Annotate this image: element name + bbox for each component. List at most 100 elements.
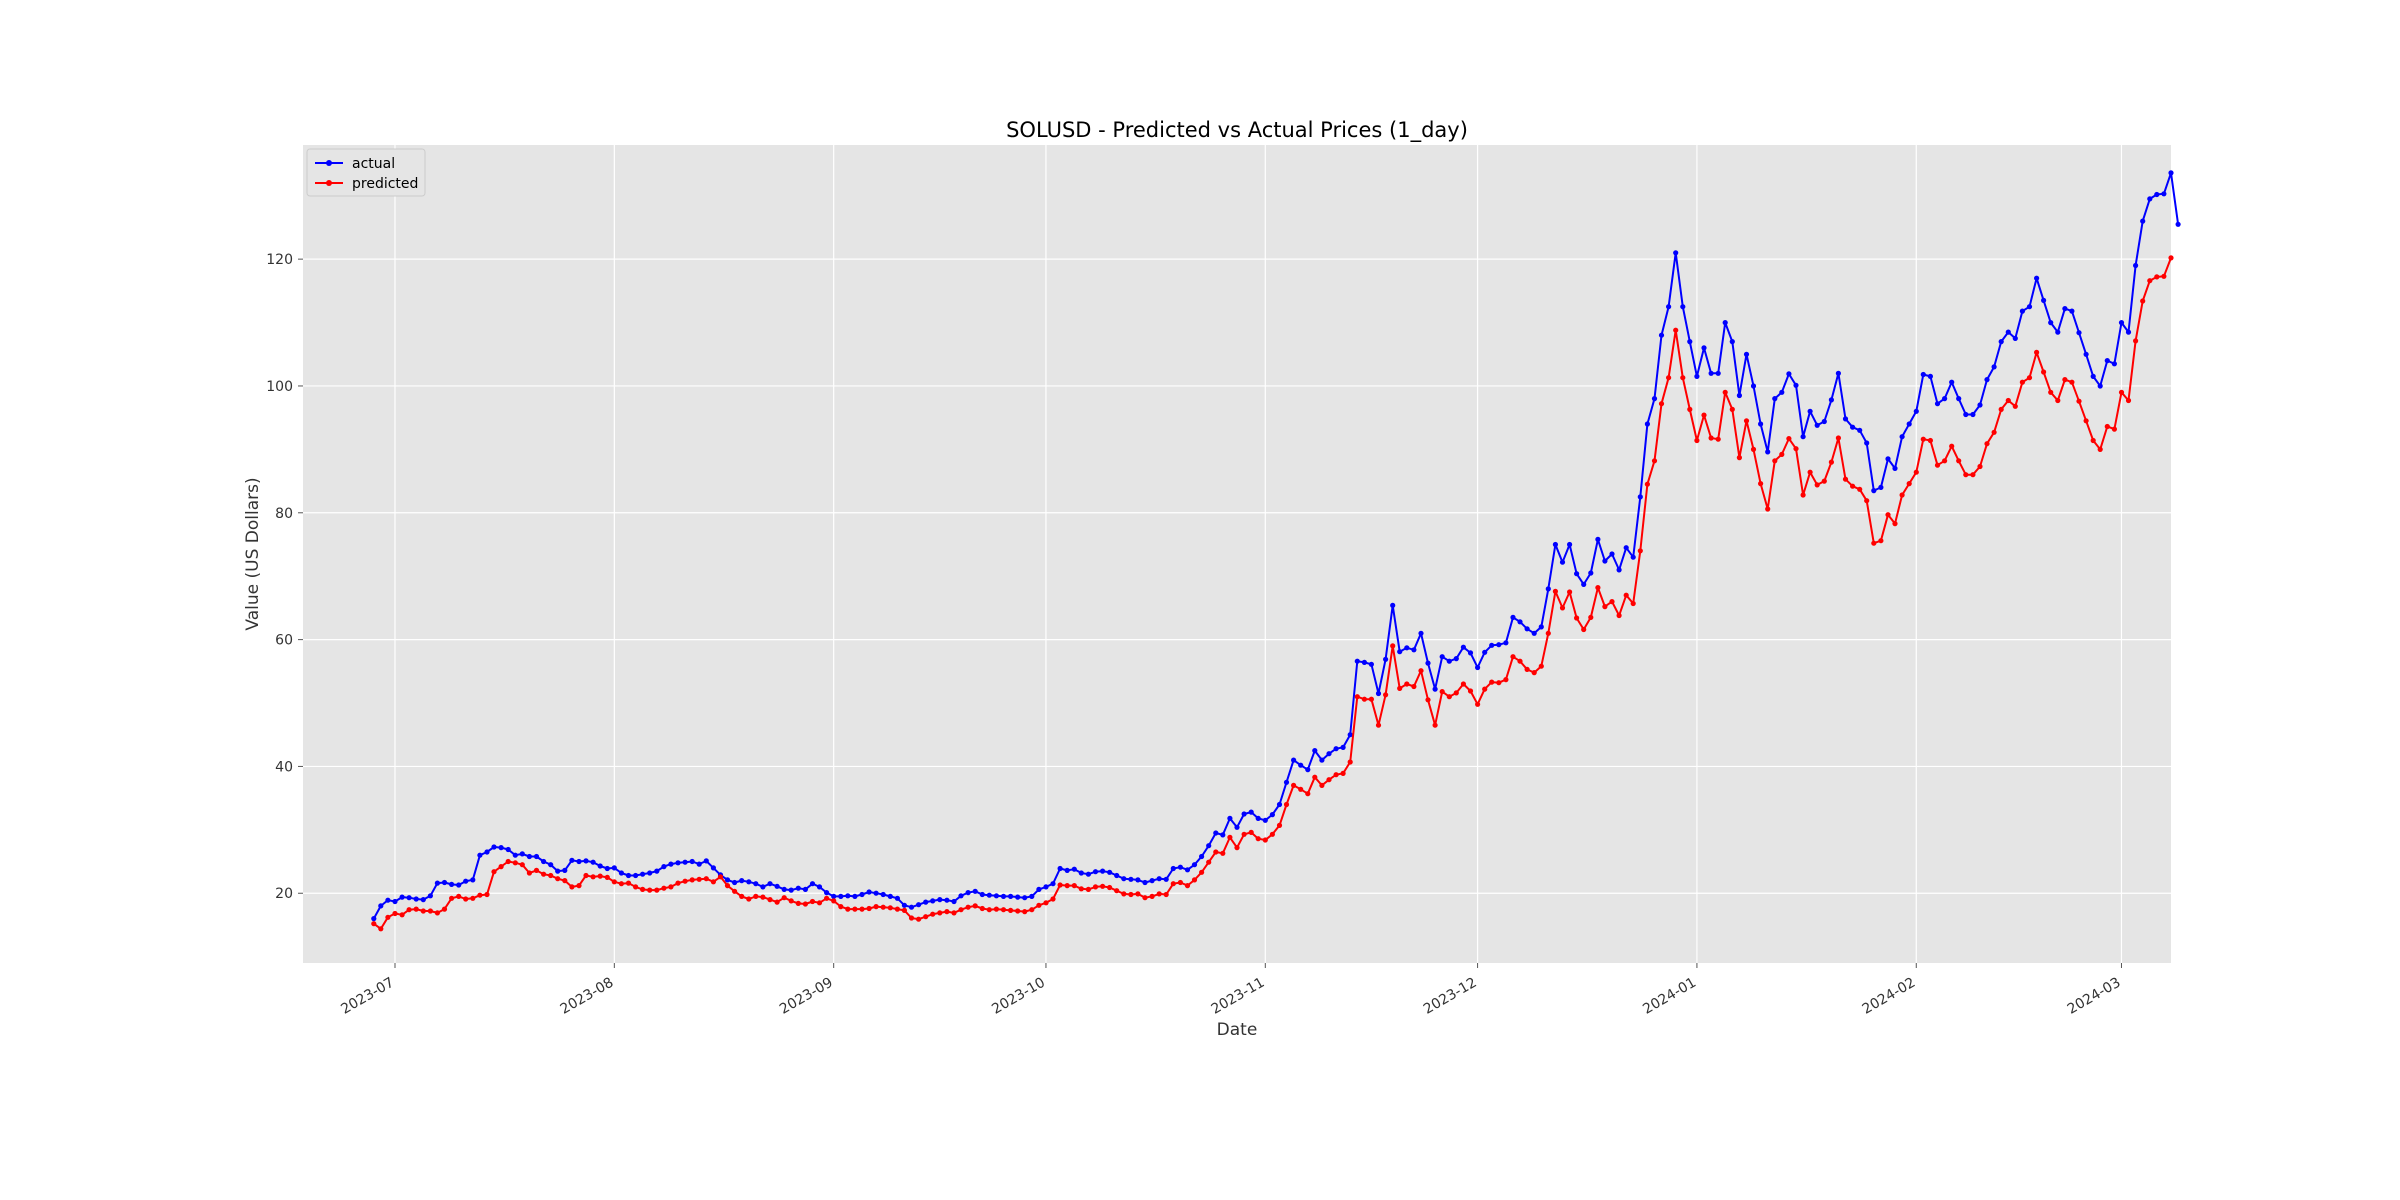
data-point-predicted [1170, 881, 1176, 887]
data-point-actual [1545, 586, 1551, 592]
data-point-predicted [625, 880, 632, 886]
data-point-predicted [470, 895, 476, 901]
data-point-predicted [2069, 379, 2075, 385]
data-point-actual [1934, 401, 1941, 407]
data-point-predicted [1262, 837, 1268, 843]
data-point-actual [1559, 559, 1566, 565]
data-point-actual [1439, 654, 1445, 660]
data-point-predicted [420, 908, 426, 914]
data-point-actual [2118, 320, 2125, 326]
data-point-predicted [1008, 907, 1014, 914]
series-actual [371, 170, 2181, 922]
data-point-predicted [1510, 654, 1516, 660]
data-point-actual [491, 844, 497, 850]
data-point-actual [1234, 824, 1240, 830]
data-point-actual [732, 879, 738, 886]
data-point-predicted [1786, 436, 1792, 442]
data-point-actual [1758, 421, 1764, 427]
data-point-predicted [1878, 538, 1884, 544]
data-point-predicted [434, 910, 440, 916]
data-point-actual [1984, 377, 1990, 383]
legend-actual-label: actual [352, 156, 395, 172]
data-point-predicted [2118, 389, 2125, 395]
data-point-actual [1135, 877, 1141, 883]
data-point-actual [2111, 361, 2117, 367]
data-point-predicted [1489, 679, 1495, 685]
data-point-predicted [908, 915, 915, 921]
data-point-actual [2005, 329, 2011, 335]
data-point-predicted [1425, 697, 1431, 703]
data-point-actual [2140, 218, 2146, 224]
data-point-predicted [717, 874, 724, 880]
y-tick-label: 120 [266, 252, 293, 268]
data-point-predicted [1036, 902, 1042, 908]
data-point-predicted [1383, 692, 1389, 698]
data-point-actual [795, 885, 801, 891]
x-tick-label: 2023-10 [989, 975, 1048, 1018]
series-predicted [371, 255, 2174, 932]
data-point-predicted [1234, 845, 1240, 851]
data-point-actual [1050, 881, 1056, 887]
data-point-actual [2147, 196, 2153, 202]
data-point-predicted [1503, 677, 1509, 683]
data-point-predicted [456, 893, 462, 900]
data-point-actual [1531, 630, 1537, 636]
data-point-actual [2083, 351, 2089, 357]
data-point-predicted [1658, 401, 1665, 407]
data-point-predicted [1121, 891, 1127, 897]
data-point-actual [1609, 551, 1615, 557]
data-point-actual [441, 879, 448, 886]
data-point-actual [1595, 536, 1601, 543]
data-point-predicted [1092, 884, 1099, 890]
data-point-predicted [1545, 630, 1551, 636]
data-point-actual [668, 861, 674, 867]
data-point-actual [1850, 424, 1856, 430]
data-point-predicted [831, 898, 837, 904]
data-point-predicted [463, 896, 469, 902]
data-point-actual [1637, 494, 1643, 500]
data-point-predicted [1765, 506, 1771, 512]
data-point-predicted [618, 881, 625, 887]
data-point-predicted [887, 905, 893, 911]
data-point-predicted [1340, 770, 1346, 777]
data-point-actual [1015, 894, 1021, 900]
data-point-actual [1411, 647, 1417, 653]
data-point-predicted [1283, 801, 1290, 808]
data-point-actual [2041, 297, 2047, 303]
data-point-predicted [746, 896, 752, 902]
data-point-actual [526, 853, 533, 860]
data-point-predicted [1475, 701, 1481, 707]
data-point-predicted [576, 883, 582, 889]
data-point-actual [682, 859, 688, 865]
data-point-actual [1489, 642, 1495, 648]
data-point-actual [1750, 383, 1757, 389]
data-point-actual [1510, 614, 1516, 621]
data-point-predicted [1729, 406, 1735, 412]
data-point-actual [1927, 373, 1933, 379]
data-point-predicted [1333, 772, 1339, 778]
data-point-actual [1347, 732, 1353, 738]
data-point-predicted [371, 921, 377, 927]
data-point-predicted [1227, 834, 1233, 841]
data-point-predicted [880, 904, 886, 910]
data-point-actual [2104, 358, 2110, 364]
data-point-predicted [802, 901, 809, 907]
data-point-actual [484, 849, 490, 855]
data-point-actual [1814, 422, 1820, 428]
data-point-actual [597, 863, 603, 869]
data-point-actual [1524, 626, 1530, 632]
data-point-predicted [1559, 605, 1566, 611]
data-point-actual [908, 904, 915, 910]
data-point-actual [916, 902, 922, 908]
data-point-predicted [2161, 273, 2167, 279]
data-point-predicted [1942, 458, 1948, 464]
data-point-predicted [937, 910, 943, 916]
data-point-actual [1786, 371, 1792, 377]
data-point-actual [647, 870, 653, 876]
data-point-predicted [1708, 435, 1714, 441]
data-point-actual [498, 845, 504, 851]
data-point-predicted [2133, 338, 2139, 344]
data-point-actual [1899, 434, 1905, 440]
data-point-predicted [2019, 379, 2025, 385]
data-point-actual [866, 889, 872, 895]
